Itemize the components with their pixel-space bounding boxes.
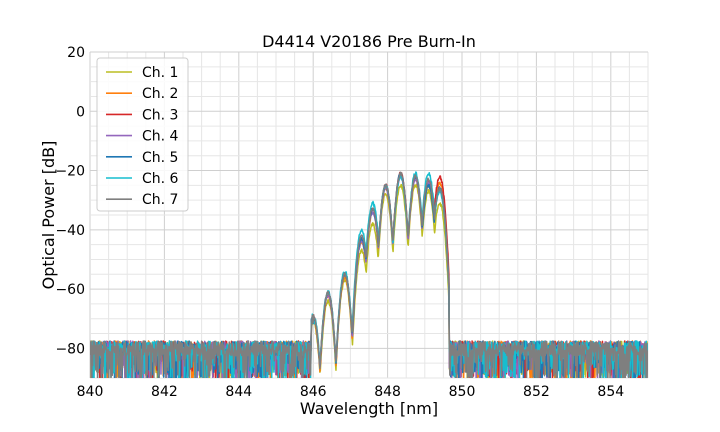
legend: Ch. 1 Ch. 2 Ch. 3 Ch. 4 Ch. 5 Ch. 6 Ch. 7 — [96, 57, 189, 212]
x-tick-label: 842 — [151, 384, 178, 400]
x-tick-label: 852 — [523, 384, 550, 400]
legend-box — [96, 57, 189, 212]
legend-label: Ch. 2 — [142, 86, 178, 102]
tick-labels: 840 842 844 846 848 850 852 854 20 0 −20 −40 −60 −80 — [55, 45, 624, 400]
y-axis-label: Optical Power [dB] — [39, 141, 58, 290]
legend-label: Ch. 7 — [142, 192, 178, 208]
x-tick-label: 844 — [225, 384, 252, 400]
x-tick-label: 846 — [300, 384, 327, 400]
y-tick-label: 20 — [67, 45, 85, 61]
x-axis-label: Wavelength [nm] — [300, 399, 438, 418]
series-line — [90, 171, 648, 378]
x-tick-label: 840 — [77, 384, 104, 400]
x-tick-label: 850 — [449, 384, 476, 400]
legend-label: Ch. 4 — [142, 129, 179, 145]
y-tick-label: −80 — [55, 341, 85, 357]
x-tick-label: 854 — [597, 384, 624, 400]
legend-label: Ch. 6 — [142, 171, 179, 187]
y-tick-label: −40 — [55, 223, 85, 239]
trace-group — [90, 171, 648, 378]
y-tick-label: 0 — [76, 104, 85, 120]
y-tick-label: −60 — [55, 282, 85, 298]
legend-label: Ch. 3 — [142, 107, 178, 123]
chart-title: D4414 V20186 Pre Burn-In — [262, 32, 476, 51]
y-tick-label: −20 — [55, 164, 85, 180]
x-tick-label: 848 — [374, 384, 401, 400]
legend-label: Ch. 5 — [142, 150, 178, 166]
legend-label: Ch. 1 — [142, 65, 178, 81]
